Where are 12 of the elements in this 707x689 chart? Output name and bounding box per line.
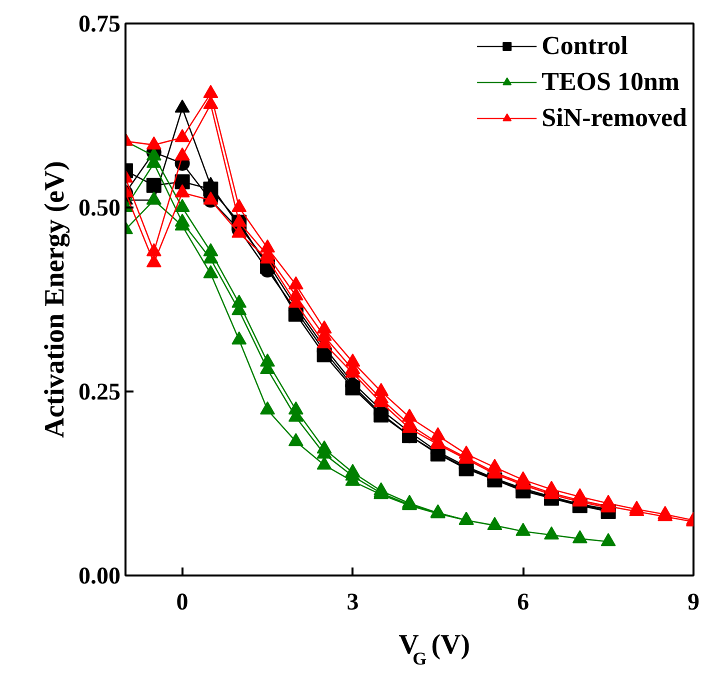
x-tick-label: 3 — [346, 590, 359, 616]
legend-label: TEOS 10nm — [542, 66, 680, 98]
y-axis-title: Activation Energy (eV) — [40, 161, 70, 438]
y-tick-label: 0.50 — [78, 196, 120, 222]
x-tick-label: 9 — [688, 590, 700, 616]
legend-label: SiN-removed — [542, 102, 687, 134]
legend-label: Control — [542, 30, 628, 62]
x-tick-label: 6 — [517, 590, 530, 616]
x-tick-label: 0 — [176, 590, 188, 616]
y-tick-label: 0.00 — [78, 564, 120, 590]
y-tick-label: 0.75 — [78, 12, 120, 38]
y-tick-label: 0.25 — [78, 380, 120, 406]
